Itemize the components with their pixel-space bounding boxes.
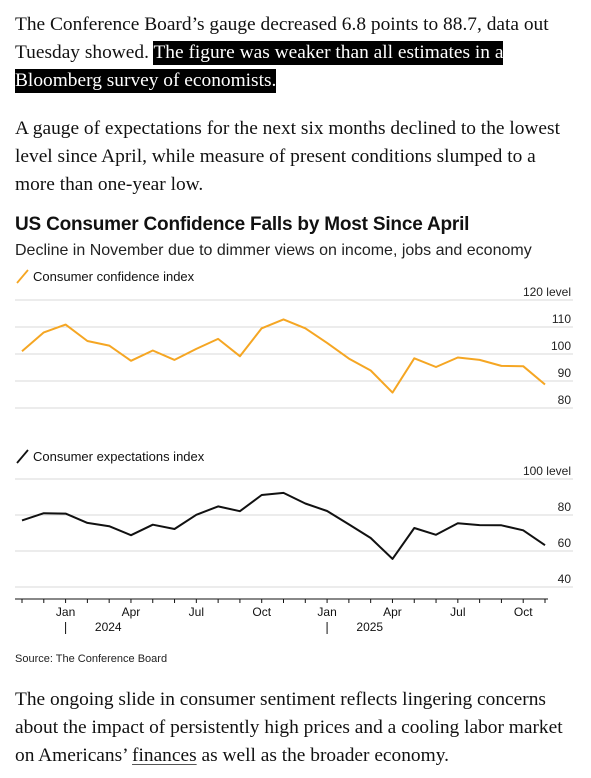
paragraph-2: A gauge of expectations for the next six…: [15, 118, 560, 195]
chart-subtitle: Decline in November due to dimmer views …: [15, 242, 532, 259]
chart-source: Source: The Conference Board: [15, 653, 168, 665]
year-label: 2025: [356, 620, 383, 634]
y-tick-label: 80: [558, 500, 572, 514]
year-label: 2024: [95, 620, 122, 634]
panel-consumer-confidence: Consumer confidence index 80 90 100 110 120 …: [15, 269, 573, 409]
y-tick-label: 80: [558, 393, 572, 407]
paragraph-1-text: The Conference Board’s gauge decreased 6…: [15, 14, 549, 63]
x-tick-label: Jul: [189, 605, 204, 619]
panel-consumer-expectations: Consumer expectations index 40 60 80 100 le…: [15, 449, 573, 588]
y-tick-label: 110: [552, 312, 571, 326]
x-tick-label: Jan: [317, 605, 336, 619]
y-tick-label: 60: [558, 536, 572, 550]
series-line-expectations: [21, 491, 546, 560]
legend-label-confidence: Consumer confidence index: [33, 269, 195, 284]
legend-swatch-confidence: [16, 269, 29, 284]
legend-swatch-expectations: [16, 449, 29, 464]
chart-svg: Consumer confidence index 80 90 100 110 120 …: [15, 269, 573, 634]
paragraph-3-end: as well as the broader economy.: [196, 745, 449, 766]
series-line-confidence: [21, 318, 546, 394]
paragraph-3: The ongoing slide in consumer sentiment …: [15, 686, 575, 770]
x-tick-label: Apr: [383, 605, 402, 619]
paragraph-1: The Conference Board’s gauge decreased 6…: [15, 11, 575, 95]
y-tick-label: 100: [551, 339, 571, 353]
x-axis: Jan Apr Jul Oct Jan Apr Jul Oct 2024 2025: [15, 598, 548, 634]
x-tick-label: Oct: [514, 605, 533, 619]
x-tick-label: Jul: [450, 605, 465, 619]
finances-link[interactable]: finances: [132, 745, 197, 766]
x-tick-label: Jan: [56, 605, 75, 619]
x-tick-label: Oct: [252, 605, 271, 619]
y-tick-label: 90: [558, 366, 572, 380]
y-tick-label: 40: [558, 572, 572, 586]
y-tick-label: 100 level: [523, 464, 571, 478]
chart-title: US Consumer Confidence Falls by Most Sin…: [15, 214, 470, 235]
paragraph-3-text: The ongoing slide in consumer sentiment …: [15, 689, 563, 766]
x-tick-label: Apr: [122, 605, 141, 619]
legend-label-expectations: Consumer expectations index: [33, 449, 205, 464]
y-tick-label: 120 level: [523, 285, 571, 299]
